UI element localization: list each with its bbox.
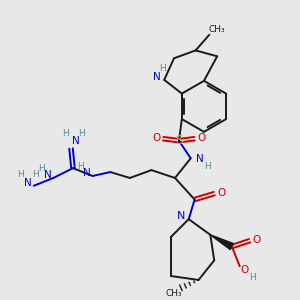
Text: CH₃: CH₃: [166, 289, 182, 298]
Text: O: O: [197, 133, 206, 143]
Text: H: H: [62, 129, 68, 138]
Text: N: N: [24, 178, 32, 188]
Text: CH₃: CH₃: [209, 25, 226, 34]
Text: H: H: [77, 162, 84, 171]
Text: N: N: [177, 211, 185, 221]
Text: N: N: [83, 168, 91, 178]
Text: H: H: [78, 129, 85, 138]
Polygon shape: [210, 235, 233, 250]
Text: H: H: [38, 164, 45, 172]
Text: N: N: [196, 154, 203, 164]
Text: N: N: [154, 72, 161, 82]
Text: H: H: [32, 169, 39, 178]
Text: O: O: [152, 133, 160, 143]
Text: H: H: [16, 169, 23, 178]
Text: H: H: [204, 162, 211, 171]
Text: N: N: [44, 170, 51, 180]
Text: O: O: [252, 235, 260, 245]
Text: S: S: [175, 134, 183, 147]
Text: O: O: [217, 188, 225, 198]
Text: N: N: [72, 136, 80, 146]
Text: O: O: [241, 265, 249, 275]
Text: H: H: [249, 274, 256, 283]
Text: H: H: [159, 64, 166, 73]
